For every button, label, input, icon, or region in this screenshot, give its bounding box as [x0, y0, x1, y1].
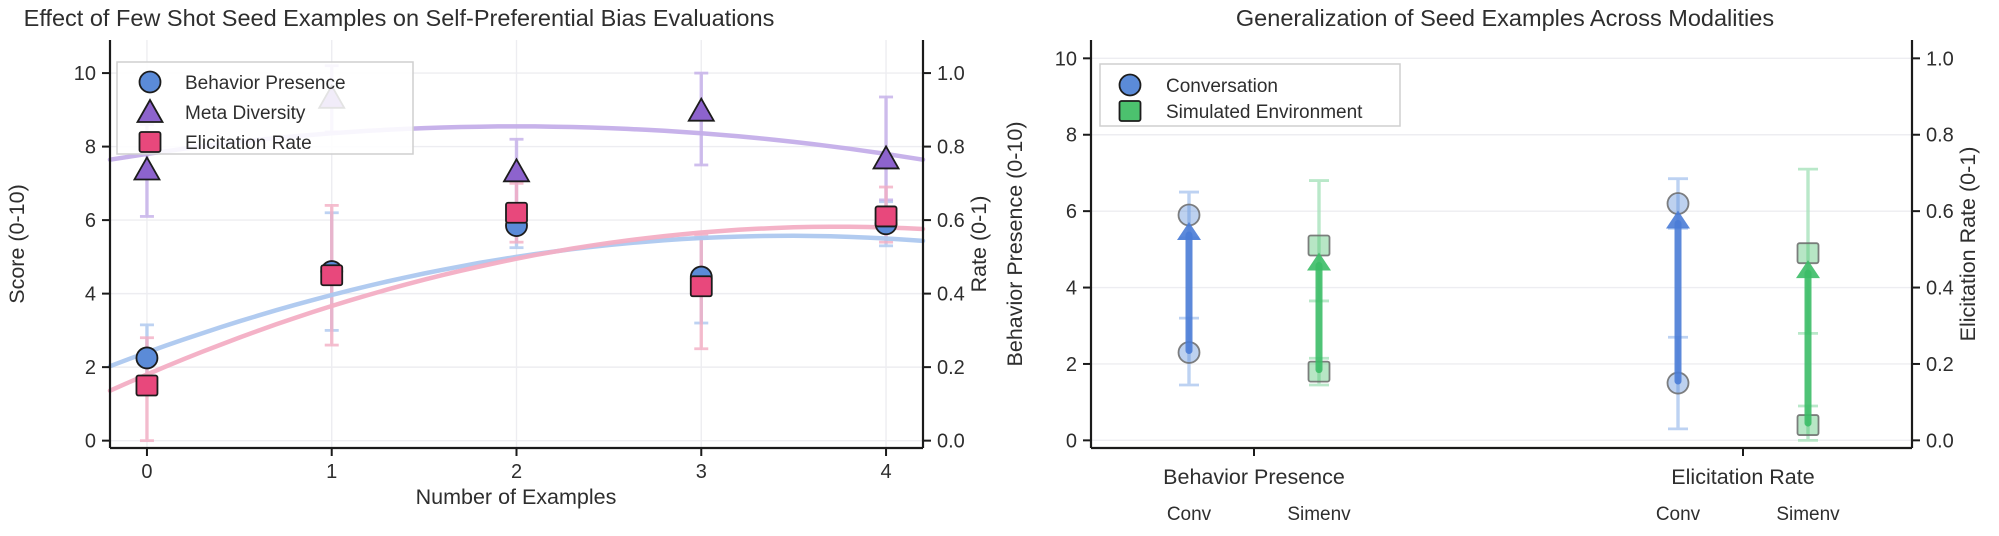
legend-label-conversation: Conversation: [1166, 76, 1278, 97]
meta-diversity-point-x0: [132, 155, 162, 181]
legend-label-behavior-presence: Behavior Presence: [185, 73, 346, 94]
y-tick-label: 10: [1055, 48, 1077, 70]
y-tick-right-label: 1.0: [937, 63, 965, 85]
right-legend-box: [1099, 63, 1401, 127]
category-label: Behavior Presence: [1163, 465, 1345, 489]
square-end-marker-g1: [1796, 242, 1820, 265]
left-legend: Behavior Presence Meta Diversity Elicita…: [116, 61, 414, 155]
sub-label-simenv: Simenv: [1776, 504, 1840, 525]
y-tick-label: 0: [1066, 430, 1077, 452]
y-tick-label: 8: [1066, 125, 1077, 147]
right-legend: Conversation Simulated Environment: [1099, 63, 1401, 127]
left-yaxis-right-label: Rate (0-1): [967, 196, 991, 293]
arrowhead-square-g1: [1796, 260, 1820, 279]
arrowhead-square-g0: [1307, 252, 1331, 271]
right-chart: Generalization of Seed Examples Across M…: [1003, 5, 1980, 525]
legend-label-elicitation-rate: Elicitation Rate: [185, 133, 312, 154]
y-tick-label: 2: [85, 357, 96, 379]
y-tick-right-label: 0.8: [937, 137, 965, 159]
y-tick-right-label: 0.2: [937, 357, 965, 379]
x-tick-label: 4: [880, 461, 891, 483]
y-tick-label: 6: [1066, 201, 1077, 223]
legend-marker-conversation: [1118, 73, 1142, 97]
y-tick-right-label: 0.2: [1926, 354, 1954, 376]
meta-diversity-point-x4: [871, 144, 901, 170]
legend-marker-simulated-environment: [1118, 100, 1142, 122]
y-tick-label: 10: [74, 63, 96, 85]
elicitation-rate-point-x2: [505, 201, 528, 224]
meta-diversity-point-x3: [687, 96, 716, 122]
y-tick-label: 4: [1066, 278, 1077, 300]
left-xaxis-label: Number of Examples: [416, 485, 617, 509]
left-chart: Effect of Few Shot Seed Examples on Self…: [5, 5, 991, 509]
elicitation-rate-point-x0: [135, 374, 159, 397]
sub-label-conv: Conv: [1167, 504, 1212, 525]
y-tick-right-label: 0.6: [937, 210, 965, 232]
y-tick-right-label: 0.8: [1926, 125, 1954, 147]
y-tick-right-label: 0.0: [1926, 430, 1954, 452]
left-legend-box: [116, 61, 414, 155]
y-tick-label: 0: [85, 431, 96, 453]
sub-label-conv: Conv: [1656, 504, 1701, 525]
x-tick-label: 0: [141, 461, 152, 483]
y-tick-label: 6: [85, 210, 96, 232]
y-tick-label: 2: [1066, 354, 1077, 376]
right-plot-area: Behavior Presence Conv Simenv Elicitation R…: [1055, 40, 1954, 525]
y-tick-label: 4: [85, 284, 96, 306]
arrowhead-circle-g0: [1177, 221, 1201, 240]
right-yaxis-right-label: Elicitation Rate (0-1): [1956, 147, 1980, 342]
trend-curve-square: [107, 224, 926, 393]
sub-label-simenv: Simenv: [1287, 504, 1351, 525]
right-chart-title: Generalization of Seed Examples Across M…: [1236, 5, 1774, 31]
left-yaxis-left-label: Score (0-10): [5, 184, 29, 304]
gridlines: [1091, 57, 1912, 442]
elicitation-rate-point-x4: [874, 205, 898, 228]
elicitation-rate-point-x3: [689, 275, 713, 298]
x-tick-label: 2: [511, 461, 522, 483]
legend-label-simulated-environment: Simulated Environment: [1166, 102, 1363, 123]
legend-marker-elicitation-rate: [138, 131, 162, 153]
y-tick-right-label: 1.0: [1926, 48, 1954, 70]
left-chart-title: Effect of Few Shot Seed Examples on Self…: [24, 5, 775, 31]
legend-label-meta-diversity: Meta Diversity: [185, 103, 306, 124]
behavior-presence-point-x0: [135, 346, 159, 370]
meta-diversity-point-x2: [502, 157, 531, 183]
arrowhead-circle-g1: [1666, 210, 1690, 229]
legend-marker-meta-diversity: [135, 98, 165, 123]
y-tick-right-label: 0.4: [1926, 278, 1954, 300]
legend-marker-behavior-presence: [138, 70, 162, 94]
y-tick-label: 8: [85, 137, 96, 159]
category-label: Elicitation Rate: [1671, 465, 1814, 489]
elicitation-rate-point-x1: [320, 264, 344, 287]
y-tick-right-label: 0.4: [937, 284, 965, 306]
y-tick-right-label: 0.6: [1926, 201, 1954, 223]
x-tick-label: 1: [326, 461, 337, 483]
y-tick-right-label: 0.0: [937, 431, 965, 453]
x-tick-label: 3: [696, 461, 707, 483]
right-yaxis-left-label: Behavior Presence (0-10): [1003, 122, 1027, 367]
